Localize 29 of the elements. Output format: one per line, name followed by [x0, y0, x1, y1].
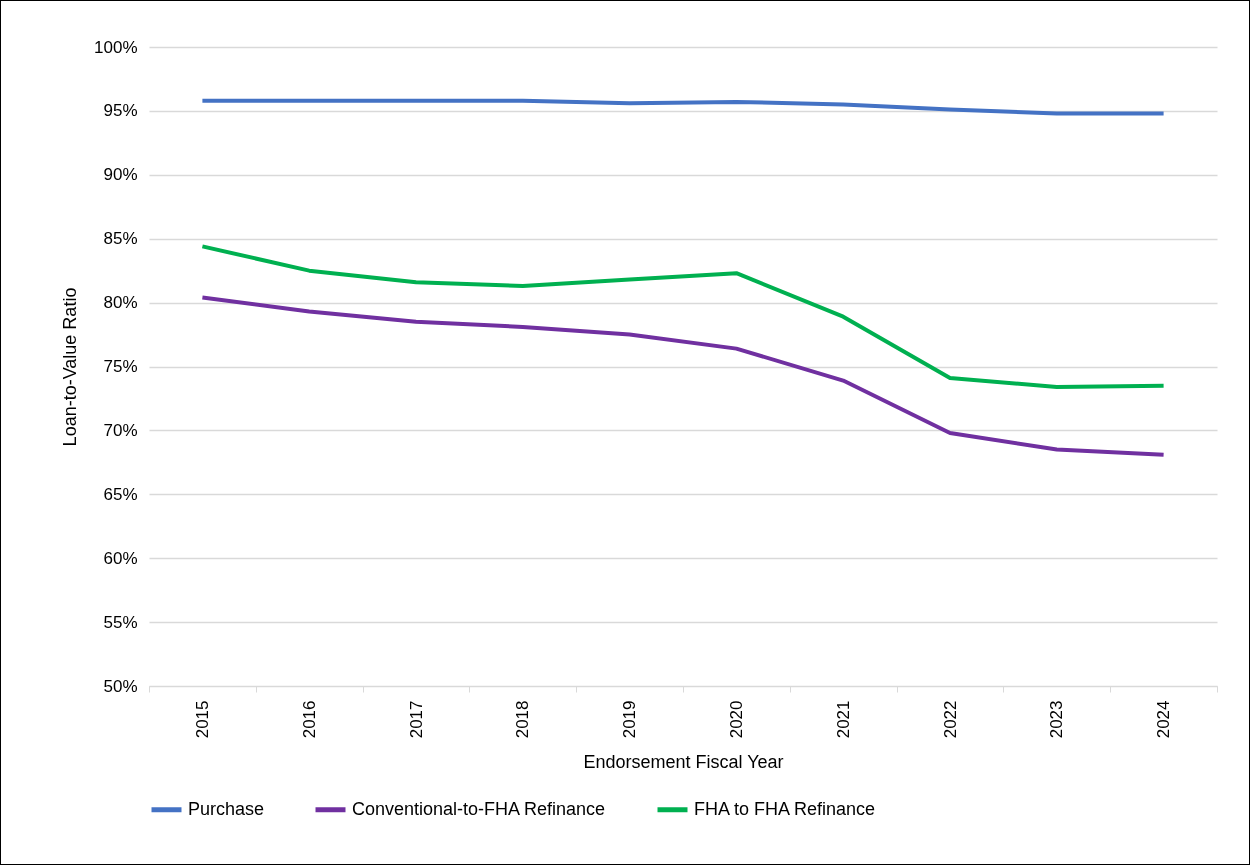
y-axis-title: Loan-to-Value Ratio — [60, 287, 81, 447]
y-tick-label: 90% — [103, 165, 138, 185]
x-tick-label: 2015 — [192, 700, 212, 739]
y-tick-label: 55% — [103, 612, 138, 632]
y-tick-label: 95% — [103, 101, 138, 121]
x-tick-label: 2021 — [833, 700, 853, 739]
x-tick-label: 2018 — [513, 700, 533, 739]
y-tick-label: 85% — [103, 229, 138, 249]
x-axis-title: Endorsement Fiscal Year — [583, 752, 784, 773]
legend-label: Purchase — [188, 798, 265, 819]
y-tick-label: 100% — [94, 37, 138, 57]
y-tick-label: 50% — [103, 676, 138, 696]
x-tick-label: 2019 — [620, 700, 640, 739]
legend-label: Conventional-to-FHA Refinance — [352, 798, 606, 819]
x-tick-label: 2022 — [940, 700, 960, 739]
y-tick-label: 65% — [103, 484, 138, 504]
line-series — [200, 244, 1166, 389]
line-series — [200, 98, 1166, 116]
line-series — [200, 295, 1166, 457]
x-tick-label: 2016 — [299, 700, 319, 739]
x-tick-label: 2017 — [406, 700, 426, 739]
y-tick-label: 60% — [103, 548, 138, 568]
y-tick-label: 80% — [103, 293, 138, 313]
y-tick-label: 75% — [103, 357, 138, 376]
y-tick-label: 70% — [103, 420, 138, 440]
legend-label: FHA to FHA Refinance — [694, 798, 876, 819]
x-tick-label: 2024 — [1154, 700, 1174, 739]
x-tick-label: 2020 — [726, 700, 746, 739]
x-tick-label: 2023 — [1047, 700, 1067, 739]
